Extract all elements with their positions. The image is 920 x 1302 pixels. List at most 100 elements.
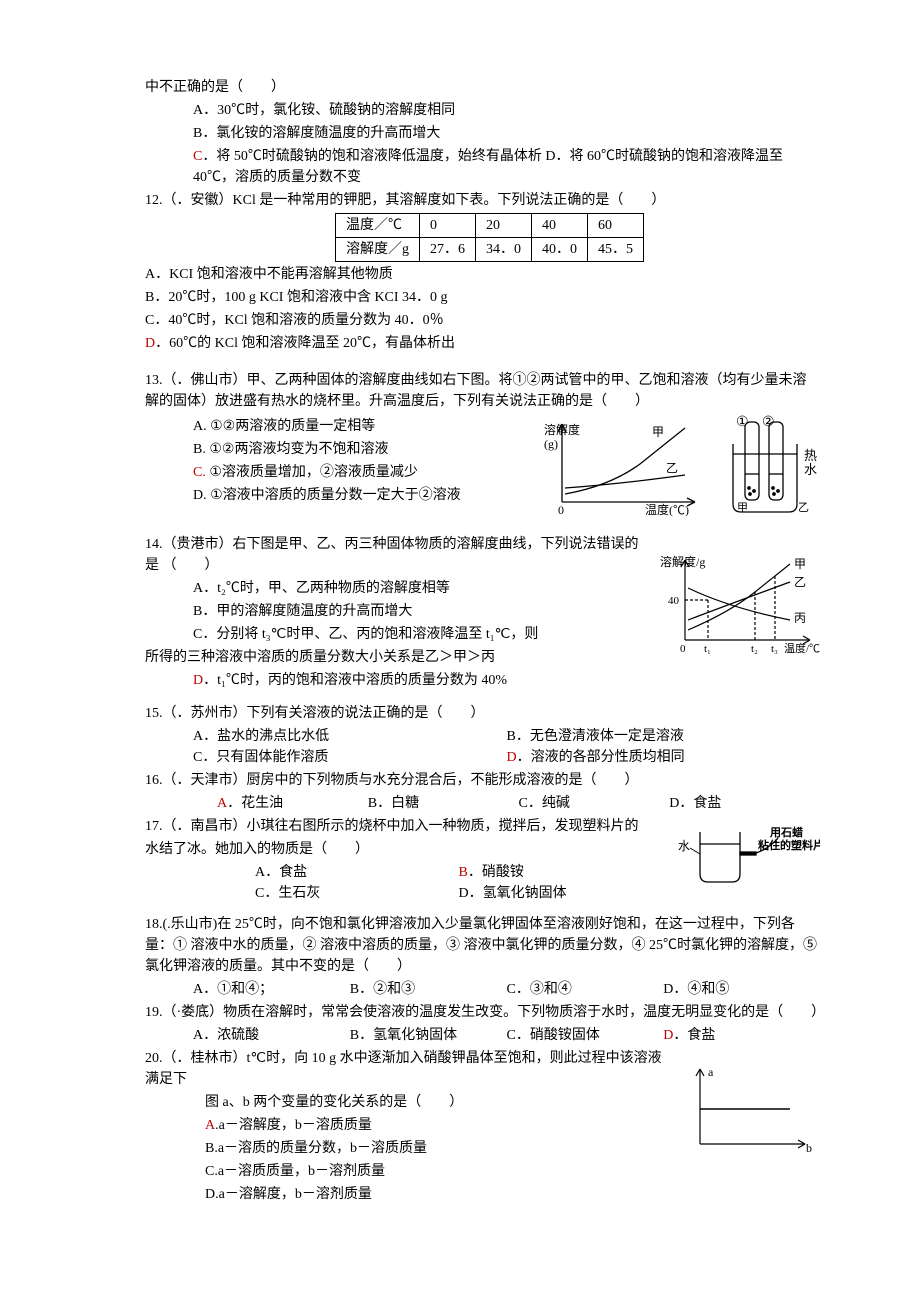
q17-b-text: ．硝酸铵 bbox=[468, 865, 524, 880]
svg-text:溶解度: 溶解度 bbox=[544, 422, 580, 437]
table-cell: 0 bbox=[420, 214, 476, 238]
q11-opt-b: B．氯化铵的溶解度随温度的升高而增大 bbox=[145, 123, 820, 144]
q16-opt-c: C．纯碱 bbox=[519, 793, 670, 814]
svg-text:溶解度/g: 溶解度/g bbox=[660, 554, 705, 569]
q11-c-letter: C bbox=[193, 149, 202, 164]
table-row: 温度／℃ 0 20 40 60 bbox=[336, 214, 644, 238]
q19-d-text: ．食盐 bbox=[673, 1028, 715, 1043]
q19-opt-a: A．浓硫酸 bbox=[193, 1025, 350, 1046]
table-cell: 45．5 bbox=[588, 238, 644, 262]
svg-text:t₃: t₃ bbox=[771, 643, 778, 655]
q17-stem-l1: 17.（．南昌市）小琪往右图所示的烧杯中加入一种物质，搅拌后，发现塑料片的 bbox=[145, 816, 662, 837]
q15-d-letter: D bbox=[507, 750, 517, 765]
q11-c-text: ．将 50℃时硫酸钠的饱和溶液降低温度，始终有晶体析 D．将 60℃时硫酸钠的饱… bbox=[193, 149, 783, 185]
q17-opt-d: D．氢氧化钠固体 bbox=[459, 883, 663, 904]
q18-opt-c: C．③和④ bbox=[507, 979, 664, 1000]
q12-d-text: ．60℃的 KCl 饱和溶液降温至 20℃，有晶体析出 bbox=[155, 336, 455, 351]
q19-stem: 19.（·娄底）物质在溶解时，常常会使溶液的温度发生改变。下列物质溶于水时，温度… bbox=[145, 1002, 820, 1023]
table-cell: 34．0 bbox=[476, 238, 532, 262]
table-cell: 温度／℃ bbox=[336, 214, 420, 238]
q14-opt-a: A．t₂℃时，甲、乙两种物质的溶解度相等 bbox=[145, 578, 652, 599]
q17-b-letter: B bbox=[459, 865, 468, 880]
q15-d-text: ．溶液的各部分性质均相同 bbox=[517, 750, 685, 765]
svg-text:40: 40 bbox=[668, 595, 680, 607]
q13-opt-c: C. ①溶液质量增加，②溶液质量减少 bbox=[145, 462, 532, 483]
q13-opt-a: A. ①②两溶液的质量一定相等 bbox=[145, 416, 532, 437]
q15-opt-d: D．溶液的各部分性质均相同 bbox=[507, 747, 821, 768]
svg-text:热: 热 bbox=[804, 448, 817, 463]
q20-opt-d: D.a－溶解度，b－溶剂质量 bbox=[145, 1184, 672, 1205]
q17-figure: 水 用石蜡 粘住的塑料片 bbox=[670, 814, 820, 889]
q17-stem-l2: 水结了冰。她加入的物质是（ ） bbox=[145, 839, 662, 860]
q15-stem: 15.（．苏州市）下列有关溶液的说法正确的是（ ） bbox=[145, 703, 820, 724]
svg-text:温度/℃: 温度/℃ bbox=[784, 641, 820, 655]
q14-opt-c-l2: 所得的三种溶液中溶质的质量分数大小关系是乙＞甲＞丙 bbox=[145, 647, 652, 668]
q20-a-letter: A bbox=[205, 1118, 215, 1133]
q13-stem: 13.（．佛山市）甲、乙两种固体的溶解度曲线如右下图。将①②两试管中的甲、乙饱和… bbox=[145, 370, 820, 412]
svg-text:用石蜡: 用石蜡 bbox=[770, 825, 803, 839]
q20-figure: a b bbox=[680, 1064, 820, 1159]
svg-text:t₂: t₂ bbox=[751, 643, 758, 655]
q16-a-letter: A bbox=[217, 796, 227, 811]
q17-opt-a: A．食盐 bbox=[255, 862, 459, 883]
q12-opt-c: C．40℃时，KCl 饱和溶液的质量分数为 40．0％ bbox=[145, 310, 820, 331]
svg-text:a: a bbox=[708, 1065, 714, 1079]
svg-text:乙: 乙 bbox=[666, 461, 678, 475]
q11-opt-cd: C．将 50℃时硫酸钠的饱和溶液降低温度，始终有晶体析 D．将 60℃时硫酸钠的… bbox=[145, 146, 820, 188]
q18-opt-d: D．④和⑤ bbox=[663, 979, 820, 1000]
svg-text:0: 0 bbox=[558, 503, 564, 517]
q19-opt-d: D．食盐 bbox=[663, 1025, 820, 1046]
svg-text:②: ② bbox=[762, 415, 775, 430]
svg-text:0: 0 bbox=[680, 643, 686, 655]
q14-opt-d: D．t₁℃时，丙的饱和溶液中溶质的质量分数为 40% bbox=[145, 670, 652, 691]
q11-stem-tail: 中不正确的是（ ） bbox=[145, 77, 820, 98]
q13-opt-b: B. ①②两溶液均变为不饱和溶液 bbox=[145, 439, 532, 460]
svg-text:乙: 乙 bbox=[794, 575, 806, 589]
q16-opt-b: B．白糖 bbox=[368, 793, 519, 814]
q20-opt-a: A.a－溶解度，b－溶质质量 bbox=[145, 1115, 672, 1136]
q20-stem-l1: 20.（．桂林市）t℃时，向 10 g 水中逐渐加入硝酸钾晶体至饱和，则此过程中… bbox=[145, 1048, 672, 1090]
q20-stem-l2: 图 a、b 两个变量的变化关系的是（ ） bbox=[145, 1092, 672, 1113]
svg-text:温度(℃): 温度(℃) bbox=[645, 502, 689, 517]
q13-c-letter: C. bbox=[193, 465, 206, 480]
q14-d-letter: D bbox=[193, 673, 203, 688]
q16-a-text: ．花生油 bbox=[227, 796, 283, 811]
q14-d-text: ．t₁℃时，丙的饱和溶液中溶质的质量分数为 40% bbox=[203, 673, 507, 688]
q20-a-text: .a－溶解度，b－溶质质量 bbox=[215, 1118, 372, 1133]
table-cell: 60 bbox=[588, 214, 644, 238]
q18-opt-b: B．②和③ bbox=[350, 979, 507, 1000]
q15-opt-b: B．无色澄清液体一定是溶液 bbox=[507, 726, 821, 747]
svg-text:乙: 乙 bbox=[798, 501, 809, 514]
svg-text:丙: 丙 bbox=[794, 611, 806, 625]
q13-c-text: ①溶液质量增加，②溶液质量减少 bbox=[206, 465, 418, 480]
q16-stem: 16.（．天津市）厨房中的下列物质与水充分混合后，不能形成溶液的是（ ） bbox=[145, 770, 820, 791]
q15-opt-a: A．盐水的沸点比水低 bbox=[193, 726, 507, 747]
svg-text:①: ① bbox=[736, 415, 749, 430]
table-cell: 溶解度／g bbox=[336, 238, 420, 262]
q12-opt-d: D．60℃的 KCl 饱和溶液降温至 20℃，有晶体析出 bbox=[145, 333, 820, 354]
q13-opt-d: D. ①溶液中溶质的质量分数一定大于②溶液 bbox=[145, 485, 532, 506]
q20-opt-c: C.a－溶质质量，b－溶剂质量 bbox=[145, 1161, 672, 1182]
q14-opt-b: B．甲的溶解度随温度的升高而增大 bbox=[145, 601, 652, 622]
svg-text:甲: 甲 bbox=[794, 557, 806, 571]
svg-text:(g): (g) bbox=[544, 437, 558, 451]
table-cell: 27．6 bbox=[420, 238, 476, 262]
q17-opt-c: C．生石灰 bbox=[255, 883, 459, 904]
table-cell: 40 bbox=[532, 214, 588, 238]
svg-text:粘住的塑料片: 粘住的塑料片 bbox=[758, 838, 820, 852]
svg-text:水: 水 bbox=[678, 839, 690, 853]
q19-d-letter: D bbox=[663, 1028, 673, 1043]
svg-text:水: 水 bbox=[804, 462, 817, 477]
table-cell: 40．0 bbox=[532, 238, 588, 262]
q12-d-letter: D bbox=[145, 336, 155, 351]
q20-opt-b: B.a－溶质的质量分数，b－溶质质量 bbox=[145, 1138, 672, 1159]
svg-text:甲: 甲 bbox=[652, 425, 664, 439]
q14-figure: 溶解度/g 40 0 t₁ t₂ t₃ 温度/℃ 甲 乙 丙 bbox=[660, 552, 820, 662]
q16-opt-a: A．花生油 bbox=[217, 793, 368, 814]
q12-opt-b: B．20℃时，100 g KCI 饱和溶液中含 KCI 34．0 g bbox=[145, 287, 820, 308]
q12-stem: 12.（．安徽）KCl 是一种常用的钾肥，其溶解度如下表。下列说法正确的是（ ） bbox=[145, 190, 820, 211]
q17-opt-b: B．硝酸铵 bbox=[459, 862, 663, 883]
q11-opt-a: A．30℃时，氯化铵、硫酸钠的溶解度相同 bbox=[145, 100, 820, 121]
svg-text:b: b bbox=[806, 1141, 812, 1155]
q13-figure: 溶解度 (g) 甲 乙 0 温度(℃) ① ② 热 水 bbox=[540, 414, 820, 522]
